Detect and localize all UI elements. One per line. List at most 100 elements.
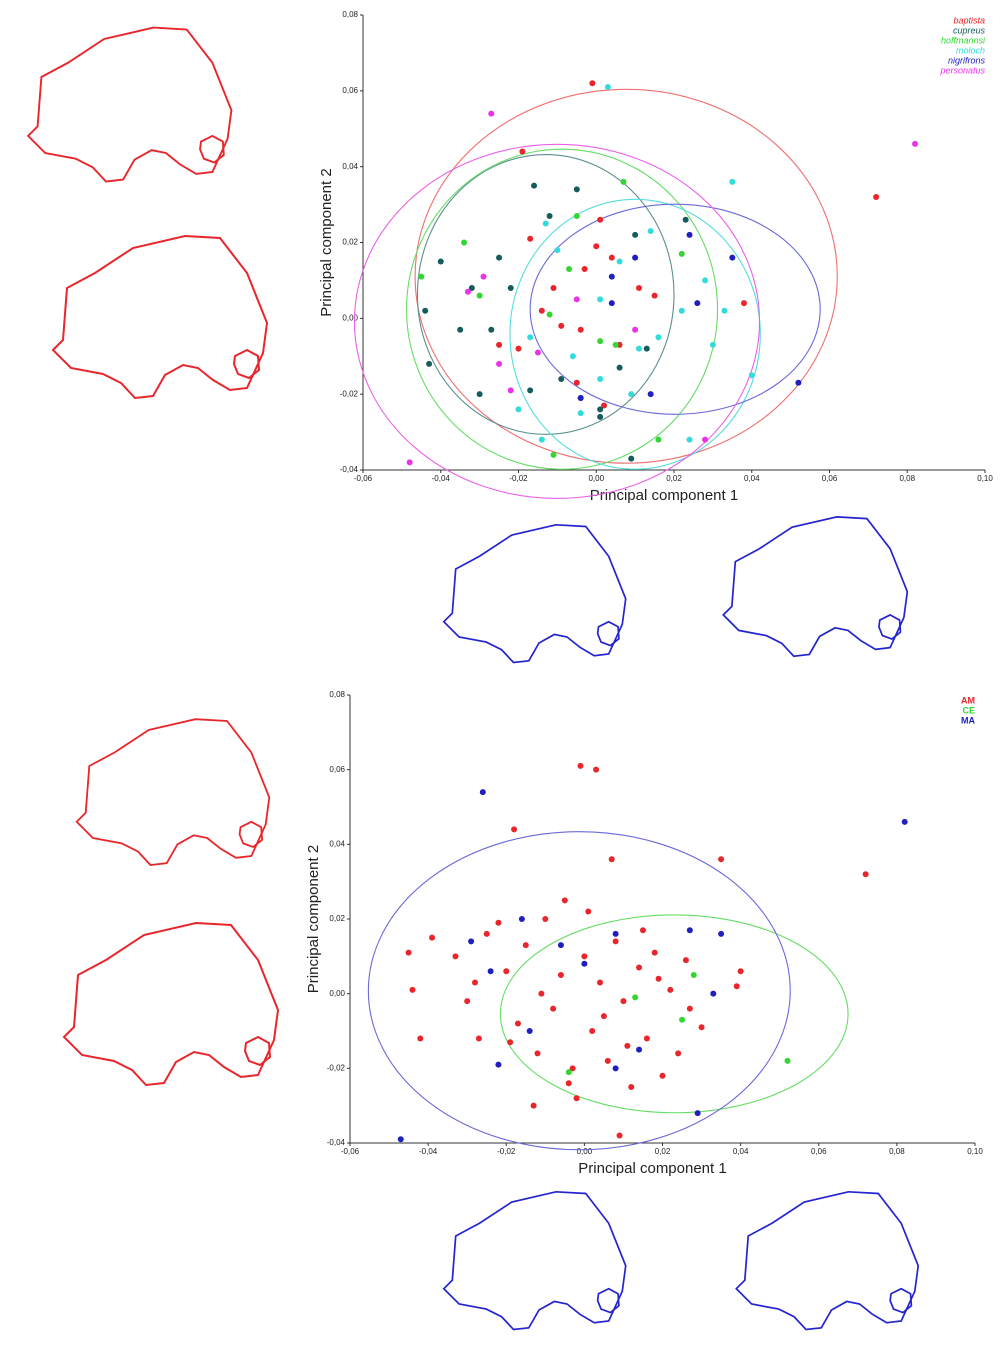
point [620, 998, 626, 1004]
point [613, 342, 619, 348]
point [457, 327, 463, 333]
point [543, 221, 549, 227]
point [636, 346, 642, 352]
point [624, 1043, 630, 1049]
point [407, 459, 413, 465]
point [452, 953, 458, 959]
point [795, 380, 801, 386]
point [738, 968, 744, 974]
legend-label: nigrifrons [948, 55, 986, 65]
point [652, 950, 658, 956]
point [398, 1136, 404, 1142]
legend-label: AM [961, 695, 975, 705]
point [417, 1035, 423, 1041]
shape-outline [77, 719, 270, 865]
chart: -0,06-0,04-0,020,000,020,040,060,080,10-… [305, 690, 983, 1177]
point [589, 1028, 595, 1034]
y-tick-label: 0,08 [329, 690, 345, 699]
point [722, 308, 728, 314]
point [729, 255, 735, 261]
shape-outline [64, 923, 278, 1085]
x-tick-label: 0,00 [577, 1147, 593, 1156]
point [516, 346, 522, 352]
y-tick-label: -0,04 [327, 1138, 346, 1147]
point [585, 909, 591, 915]
point [465, 289, 471, 295]
point [574, 296, 580, 302]
point [488, 968, 494, 974]
point [547, 213, 553, 219]
point [550, 452, 556, 458]
point [609, 274, 615, 280]
point [531, 1103, 537, 1109]
point [617, 365, 623, 371]
point [574, 380, 580, 386]
x-tick-label: 0,08 [889, 1147, 905, 1156]
point [566, 266, 572, 272]
point [589, 80, 595, 86]
point [660, 1073, 666, 1079]
point [609, 856, 615, 862]
point [679, 1017, 685, 1023]
y-tick-label: 0,08 [342, 10, 358, 19]
point [679, 251, 685, 257]
x-tick-label: -0,04 [419, 1147, 438, 1156]
point [593, 243, 599, 249]
point [422, 308, 428, 314]
shape-outline [736, 1192, 918, 1330]
point [496, 342, 502, 348]
point [515, 1021, 521, 1027]
point [477, 391, 483, 397]
y-tick-label: 0,02 [329, 914, 345, 923]
y-tick-label: 0,04 [329, 839, 345, 848]
point [531, 183, 537, 189]
point [535, 349, 541, 355]
point [873, 194, 879, 200]
point [519, 149, 525, 155]
point [902, 819, 908, 825]
y-tick-label: 0,00 [342, 313, 358, 322]
point [550, 1006, 556, 1012]
y-tick-label: 0,06 [329, 765, 345, 774]
point [785, 1058, 791, 1064]
point [597, 338, 603, 344]
point [562, 897, 568, 903]
point [558, 376, 564, 382]
point [488, 327, 494, 333]
point [605, 84, 611, 90]
point [495, 920, 501, 926]
point [577, 763, 583, 769]
point [597, 414, 603, 420]
point [617, 258, 623, 264]
point [538, 991, 544, 997]
point [667, 987, 673, 993]
shape-outline [723, 517, 907, 656]
point [687, 437, 693, 443]
point [503, 968, 509, 974]
point [582, 266, 588, 272]
point [741, 300, 747, 306]
point [702, 277, 708, 283]
point [679, 308, 685, 314]
shape-outline [28, 28, 231, 182]
point [718, 856, 724, 862]
point [699, 1024, 705, 1030]
confidence-ellipse [510, 199, 760, 469]
point [438, 258, 444, 264]
point [581, 961, 587, 967]
point [558, 323, 564, 329]
y-tick-label: 0,06 [342, 86, 358, 95]
point [477, 293, 483, 299]
point [597, 406, 603, 412]
y-axis-title: Principal component 2 [318, 168, 335, 316]
point [609, 255, 615, 261]
point [613, 931, 619, 937]
point [749, 372, 755, 378]
point [655, 437, 661, 443]
point [628, 1084, 634, 1090]
point [539, 437, 545, 443]
point [912, 141, 918, 147]
point [523, 942, 529, 948]
point [687, 927, 693, 933]
point [593, 767, 599, 773]
